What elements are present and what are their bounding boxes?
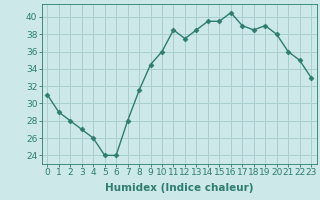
X-axis label: Humidex (Indice chaleur): Humidex (Indice chaleur) bbox=[105, 183, 253, 193]
